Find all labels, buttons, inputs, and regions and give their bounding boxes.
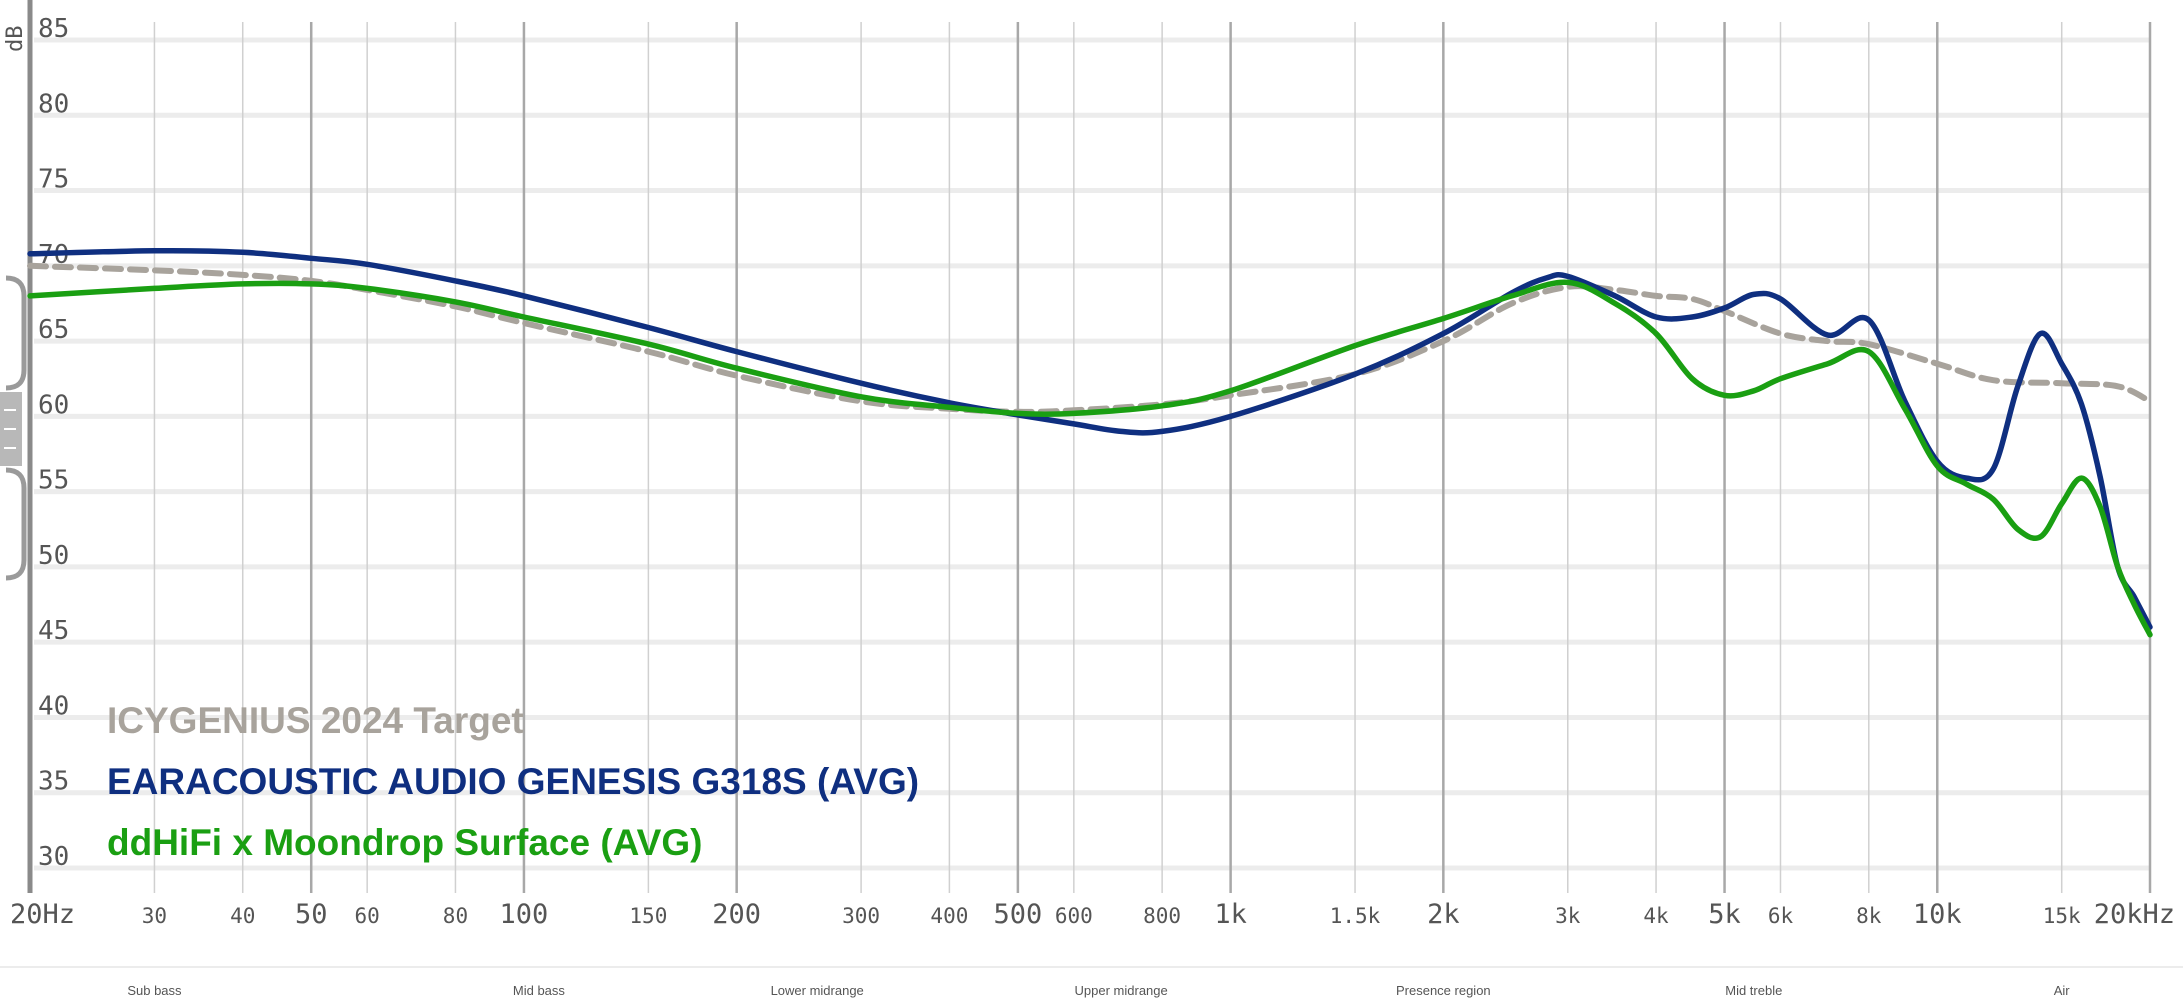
x-tick-label: 4k xyxy=(1643,904,1669,928)
y-tick-label: 40 xyxy=(38,691,69,721)
x-tick-label: 10k xyxy=(1913,899,1962,930)
vertical-gridlines xyxy=(153,22,2152,893)
frequency-regions: Sub bass Mid bass Lower midrange Upper midr… xyxy=(127,983,2070,998)
x-tick-label: 30 xyxy=(142,904,167,928)
y-tick-label: 50 xyxy=(38,541,69,571)
scale-handle-upper[interactable] xyxy=(5,275,27,391)
region-label: Lower midrange xyxy=(771,983,864,998)
x-tick-label: 50 xyxy=(295,899,328,930)
y-tick-label: 85 xyxy=(38,14,69,44)
region-label: Sub bass xyxy=(127,983,182,998)
y-tick-label: 55 xyxy=(38,466,69,496)
y-tick-label: 80 xyxy=(38,89,69,119)
x-tick-label: 300 xyxy=(842,904,880,928)
x-tick-label: 2k xyxy=(1427,899,1460,930)
x-tick-label: 40 xyxy=(230,904,255,928)
scale-handle-lower[interactable] xyxy=(5,467,27,581)
x-tick-label: 60 xyxy=(355,904,380,928)
y-tick-label: 35 xyxy=(38,767,69,797)
legend-genesis-g318s[interactable]: EARACOUSTIC AUDIO GENESIS G318S (AVG) xyxy=(107,761,919,802)
region-label: Upper midrange xyxy=(1075,983,1168,998)
x-tick-label: 6k xyxy=(1768,904,1794,928)
x-tick-label: 20Hz xyxy=(10,899,75,930)
x-tick-label: 3k xyxy=(1555,904,1581,928)
x-tick-label: 1k xyxy=(1214,899,1247,930)
y-tick-label: 45 xyxy=(38,616,69,646)
region-label: Mid treble xyxy=(1725,983,1782,998)
curve-target[interactable] xyxy=(27,262,2153,415)
y-tick-label: 65 xyxy=(38,315,69,345)
x-tick-label: 400 xyxy=(930,904,968,928)
x-tick-label: 80 xyxy=(443,904,468,928)
curves xyxy=(27,247,2153,638)
y-axis-label: dB xyxy=(3,26,28,53)
x-tick-label: 600 xyxy=(1055,904,1093,928)
scale-handle[interactable] xyxy=(0,275,27,581)
x-tick-label: 5k xyxy=(1708,899,1741,930)
x-tick-label: 500 xyxy=(993,899,1042,930)
x-axis-ticks: 20Hz 30 40 50 60 80 100 150 200 300 400 500 600 800 1k… xyxy=(10,899,2175,930)
y-tick-label: 30 xyxy=(38,842,69,872)
x-tick-label: 200 xyxy=(712,899,761,930)
x-tick-label: 150 xyxy=(629,904,667,928)
x-tick-label: 15k xyxy=(2043,904,2081,928)
legend: ICYGENIUS 2024 Target EARACOUSTIC AUDIO … xyxy=(107,700,919,863)
curve-ddhifi-surface[interactable] xyxy=(27,279,2153,638)
region-label: Presence region xyxy=(1396,983,1491,998)
horizontal-gridlines xyxy=(34,37,2150,871)
region-label: Air xyxy=(2054,983,2071,998)
x-tick-label: 8k xyxy=(1856,904,1882,928)
region-label: Mid bass xyxy=(513,983,566,998)
legend-target[interactable]: ICYGENIUS 2024 Target xyxy=(107,700,524,741)
x-tick-label: 20kHz xyxy=(2094,899,2175,930)
y-tick-label: 75 xyxy=(38,165,69,195)
x-tick-label: 1.5k xyxy=(1330,904,1381,928)
x-tick-label: 800 xyxy=(1143,904,1181,928)
legend-ddhifi-surface[interactable]: ddHiFi x Moondrop Surface (AVG) xyxy=(107,822,702,863)
curve-genesis-g318s[interactable] xyxy=(27,247,2153,630)
y-tick-label: 60 xyxy=(38,390,69,420)
x-tick-label: 100 xyxy=(500,899,549,930)
